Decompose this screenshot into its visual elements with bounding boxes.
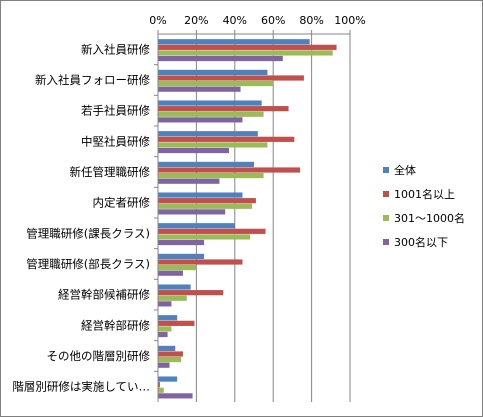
legend-swatch xyxy=(383,215,389,221)
legend-label: 301～1000名 xyxy=(394,211,465,225)
bar xyxy=(158,198,256,204)
bar xyxy=(158,147,230,154)
bar xyxy=(158,345,176,351)
category-label: その他の階層別研修 xyxy=(47,349,151,363)
category-label: 管理職研修(課長クラス) xyxy=(26,226,150,240)
bar xyxy=(158,39,310,45)
bar xyxy=(158,270,183,276)
bar xyxy=(158,117,243,123)
bar xyxy=(158,382,160,388)
bar xyxy=(158,234,251,240)
bar xyxy=(158,161,254,167)
x-tick-label: 100% xyxy=(334,14,365,27)
bar xyxy=(158,320,195,326)
bar xyxy=(158,315,178,321)
bar xyxy=(158,44,337,50)
x-tick-label: 0% xyxy=(149,14,166,27)
bar xyxy=(158,393,193,399)
bar xyxy=(158,301,172,307)
bar xyxy=(158,167,301,173)
category-label: 新入社員フォロー研修 xyxy=(35,73,150,87)
legend-swatch xyxy=(383,191,389,197)
legend-swatch xyxy=(383,167,389,173)
bar xyxy=(158,223,235,229)
category-label: 管理職研修(部長クラス) xyxy=(26,257,150,271)
bar xyxy=(158,357,182,363)
bar xyxy=(158,69,268,75)
bar xyxy=(158,81,274,87)
bars xyxy=(158,39,337,399)
category-label: 経営幹部候補研修 xyxy=(58,288,150,302)
x-tick-label: 40% xyxy=(223,14,247,27)
bar xyxy=(158,259,243,265)
bar xyxy=(158,75,304,81)
category-label: 経営幹部研修 xyxy=(81,318,150,332)
bar xyxy=(158,290,224,296)
bar xyxy=(158,228,266,234)
gridlines xyxy=(195,34,351,402)
bar xyxy=(158,362,170,368)
category-labels: 新入社員研修新入社員フォロー研修若手社員研修中堅社員研修新任管理職研修内定者研修… xyxy=(12,42,150,393)
category-label: 若手社員研修 xyxy=(81,104,150,118)
category-label: 中堅社員研修 xyxy=(81,134,150,148)
bar xyxy=(158,326,172,332)
axes xyxy=(154,30,351,402)
bar xyxy=(158,209,226,215)
bar xyxy=(158,192,243,198)
bar xyxy=(158,376,178,382)
category-label: 階層別研修は実施してい… xyxy=(12,380,150,394)
bar xyxy=(158,142,268,148)
bar xyxy=(158,253,205,259)
bar xyxy=(158,136,295,142)
bar xyxy=(158,131,258,137)
bar xyxy=(158,331,168,338)
bar xyxy=(158,387,164,393)
x-tick-label: 60% xyxy=(261,14,285,27)
legend-swatch xyxy=(383,239,389,245)
category-label: 新任管理職研修 xyxy=(70,165,151,179)
x-tick-label: 20% xyxy=(184,14,208,27)
bar xyxy=(158,111,264,117)
x-tick-label: 80% xyxy=(299,14,323,27)
x-tick-labels: 0% 20% 40% 60% 80% 100% xyxy=(149,14,365,27)
bar xyxy=(158,173,264,179)
legend: 全体 1001名以上 301～1000名 300名以下 xyxy=(383,163,465,249)
bar xyxy=(158,55,283,62)
category-label: 内定者研修 xyxy=(93,196,151,210)
bar xyxy=(158,178,220,184)
bar xyxy=(158,265,197,271)
bar xyxy=(158,239,205,246)
category-label: 新入社員研修 xyxy=(81,42,150,56)
bar xyxy=(158,351,183,357)
bar xyxy=(158,86,241,92)
bar xyxy=(158,106,289,112)
bar xyxy=(158,295,187,301)
bar xyxy=(158,50,333,56)
bar xyxy=(158,284,191,290)
legend-label: 1001名以上 xyxy=(394,187,455,201)
legend-label: 300名以下 xyxy=(394,235,448,249)
legend-label: 全体 xyxy=(394,163,416,177)
bar xyxy=(158,100,262,106)
bar xyxy=(158,203,253,209)
